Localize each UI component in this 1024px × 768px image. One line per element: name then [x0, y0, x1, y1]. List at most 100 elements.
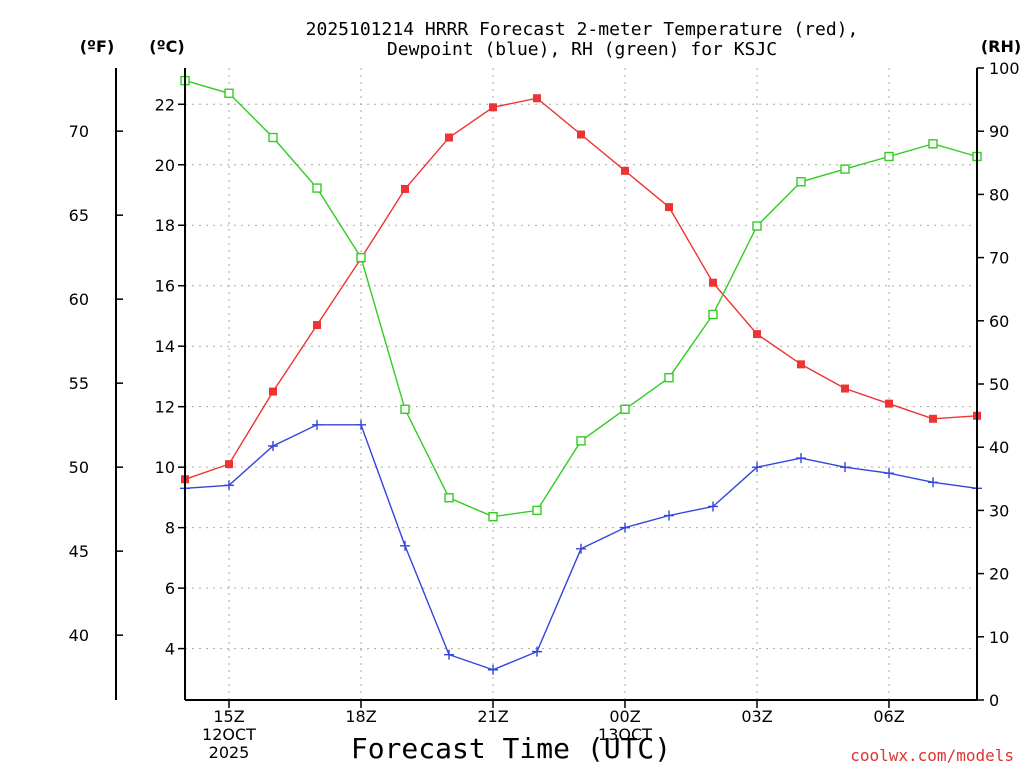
rh-tick-label: 100 [989, 59, 1020, 78]
celsius-tick-label: 4 [165, 640, 175, 659]
rh-tick-label: 80 [989, 185, 1009, 204]
rh-tick-label: 60 [989, 312, 1009, 331]
celsius-unit-label: (ºC) [149, 37, 184, 56]
series-layer [180, 75, 982, 675]
temperature-point [225, 460, 233, 469]
temperature-point [401, 184, 409, 193]
chart-grid [185, 68, 977, 700]
rh-point [312, 183, 322, 193]
dewpoint-point [884, 468, 894, 479]
rh-tick-label: 20 [989, 565, 1009, 584]
temperature-point [489, 103, 497, 112]
temperature-point [445, 133, 453, 142]
dewpoint-point [356, 419, 366, 430]
x-tick-label: 03Z [741, 707, 772, 726]
temperature-point [841, 384, 849, 393]
x-tick-label: 06Z [873, 707, 904, 726]
credit-link[interactable]: coolwx.com/models [850, 746, 1014, 765]
rh-point [444, 493, 454, 503]
rh-point [928, 139, 938, 149]
dewpoint-point [928, 477, 938, 488]
rh-point [620, 404, 630, 414]
rh-point [532, 505, 542, 516]
fahrenheit-tick-label: 40 [69, 626, 89, 645]
rh-point [708, 309, 718, 320]
temperature-point [665, 203, 673, 212]
plot-frame [115, 68, 978, 701]
celsius-tick-label: 12 [155, 398, 175, 417]
rh-point [840, 164, 850, 174]
dewpoint-point [796, 453, 806, 464]
dewpoint-point [444, 649, 454, 660]
fahrenheit-unit-label: (ºF) [80, 37, 115, 56]
x-tick-label: 12OCT [202, 725, 256, 744]
dewpoint-point [268, 440, 278, 451]
fahrenheit-tick-label: 70 [69, 122, 89, 141]
dewpoint-point [664, 510, 674, 521]
fahrenheit-tick-label: 65 [69, 206, 89, 225]
fahrenheit-tick-label: 45 [69, 542, 89, 561]
rh-point [884, 151, 894, 162]
temperature-point [929, 414, 937, 423]
temperature-point [709, 278, 717, 287]
dewpoint-point [400, 540, 410, 551]
temperature-point [533, 94, 541, 103]
dewpoint-point [752, 462, 762, 473]
dewpoint-point [708, 501, 718, 512]
temperature-point [753, 330, 761, 339]
rh-point [796, 177, 806, 187]
celsius-tick-label: 18 [155, 216, 175, 235]
dewpoint-point [576, 543, 586, 554]
rh-tick-label: 50 [989, 375, 1009, 394]
dewpoint-point [312, 419, 322, 430]
rh-tick-label: 10 [989, 628, 1009, 647]
dewpoint-point [224, 480, 234, 491]
rh-point [400, 404, 410, 414]
dewpoint-point [840, 462, 850, 473]
fahrenheit-tick-label: 55 [69, 374, 89, 393]
celsius-tick-label: 14 [155, 337, 175, 356]
x-axis-title: Forecast Time (UTC) [351, 732, 671, 765]
fahrenheit-tick-label: 50 [69, 458, 89, 477]
x-tick-label: 21Z [477, 707, 508, 726]
temperature-point [621, 166, 629, 175]
rh-point [488, 512, 498, 522]
temperature-point [797, 360, 805, 369]
celsius-tick-label: 10 [155, 458, 175, 477]
celsius-tick-label: 6 [165, 579, 175, 598]
celsius-tick-label: 16 [155, 277, 175, 296]
rh-point [752, 221, 762, 231]
fahrenheit-tick-label: 60 [69, 290, 89, 309]
temperature-point [577, 130, 585, 139]
celsius-tick-label: 22 [155, 95, 175, 114]
temperature-point [269, 387, 277, 396]
celsius-tick-label: 8 [165, 519, 175, 538]
rh-point [576, 436, 586, 446]
rh-tick-label: 40 [989, 438, 1009, 457]
rh-tick-label: 30 [989, 501, 1009, 520]
rh-point [664, 372, 674, 383]
temperature-point [885, 399, 893, 408]
rh-tick-label: 90 [989, 122, 1009, 141]
x-tick-label: 15Z [213, 707, 244, 726]
axis-ticks: 4 6 8 10 12 14 16 18 20 22 40 45 50 55 60 65 70 0 10 20 30 40… [69, 59, 1020, 762]
dewpoint-point [532, 646, 542, 657]
rh-unit-label: (RH) [981, 37, 1021, 56]
celsius-tick-label: 20 [155, 156, 175, 175]
temperature-point [313, 321, 321, 330]
x-tick-label: 00Z [609, 707, 640, 726]
rh-tick-label: 0 [989, 691, 999, 710]
chart-title-line1: 2025101214 HRRR Forecast 2-meter Tempera… [306, 19, 859, 40]
dewpoint-point [620, 522, 630, 533]
rh-point [356, 252, 366, 263]
series-line-2-meter-temperature [184, 97, 978, 480]
x-tick-label: 13OCT [598, 725, 652, 744]
dewpoint-point [488, 664, 498, 675]
rh-tick-label: 70 [989, 249, 1009, 268]
x-tick-label: 2025 [209, 743, 250, 762]
x-tick-label: 18Z [345, 707, 376, 726]
rh-point [224, 88, 234, 98]
chart-title-line2: Dewpoint (blue), RH (green) for KSJC [387, 39, 777, 60]
series-line-relative-humidity [184, 79, 978, 518]
